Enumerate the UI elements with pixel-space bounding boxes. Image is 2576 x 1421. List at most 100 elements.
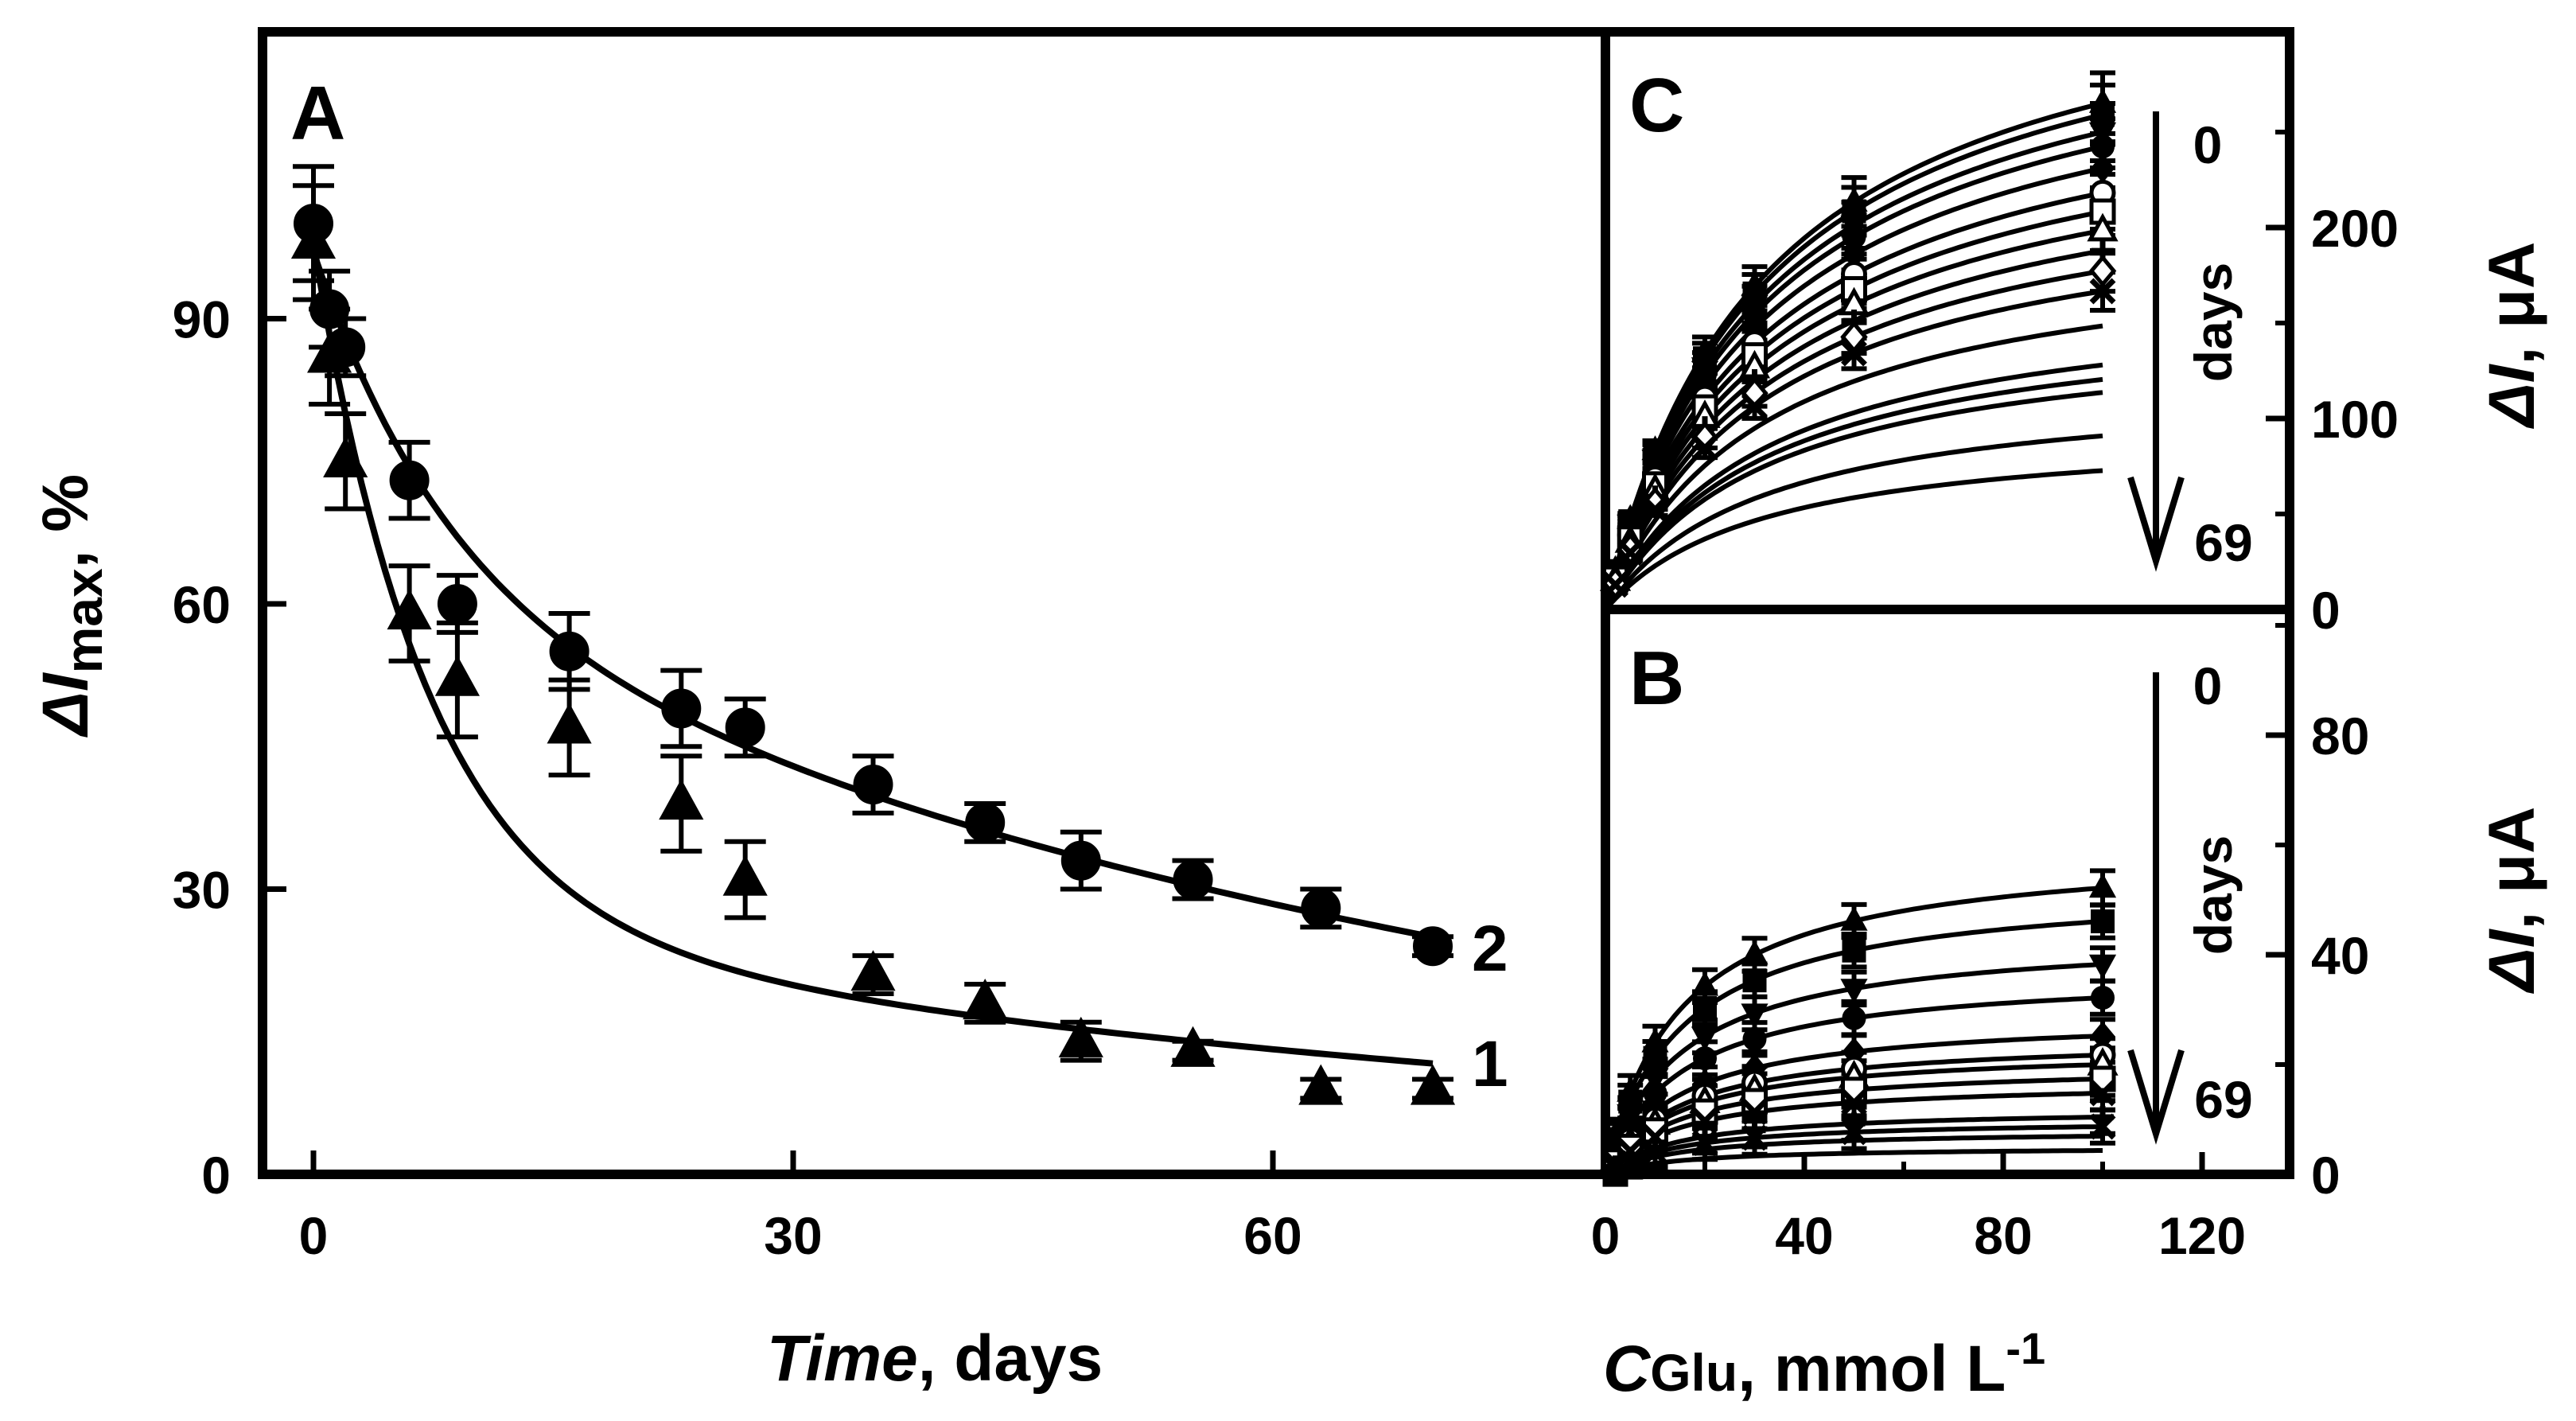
panel-c-point	[2087, 212, 2119, 242]
panel-c-fit-curve	[1603, 362, 2103, 611]
panel-b-y-tick-label: 0	[2311, 1146, 2341, 1205]
panel-b-point	[1691, 1130, 1718, 1157]
panel-a-point-1	[850, 950, 896, 991]
panel-a-point-2	[389, 460, 430, 500]
panel-b-x-tick-label: 40	[1775, 1206, 1833, 1265]
panel-a-point-2	[294, 204, 333, 243]
panel-c-arrow-head	[2127, 476, 2185, 572]
panel-b-point	[1693, 996, 1717, 1021]
panel-a-point-1	[434, 655, 480, 696]
panel-a-point-2	[1413, 926, 1453, 967]
panel-a-point-1	[1170, 1026, 1216, 1067]
panel-b-point	[2088, 873, 2117, 898]
panel-b-point	[1691, 1026, 1719, 1052]
panel-a-point-2	[853, 765, 893, 805]
panel-c-y-tick-label: 0	[2311, 581, 2341, 640]
panel-b-x-tick-label: 120	[2158, 1206, 2246, 1265]
panel-a-y-tick-label: 0	[201, 1146, 231, 1205]
panel-b-x-axis-label: CGlu, mmol L-1	[1603, 1323, 2045, 1405]
panel-c-point	[1602, 571, 1628, 598]
panel-b-point	[1691, 971, 1719, 996]
markers-layer	[290, 88, 2119, 1182]
panel-b-point	[1741, 1124, 1768, 1151]
panel-c-label: C	[1629, 63, 1684, 148]
panel-b-x-tick-label: 80	[1974, 1206, 2032, 1265]
panel-c-fit-curve	[1603, 323, 2103, 611]
panel-a-point-1	[1410, 1064, 1456, 1105]
panel-b-arrow-head	[2127, 1049, 2185, 1145]
panel-c-point	[2089, 278, 2116, 305]
panel-c-arrow-start: 0	[2193, 115, 2223, 174]
panel-b-point	[1617, 1147, 1644, 1174]
panel-b-point	[2091, 986, 2115, 1010]
panel-b-point	[1841, 1119, 1867, 1146]
panel-a-fit-curve-1	[310, 242, 1434, 1067]
panel-c-arrow-days: days	[2184, 263, 2243, 382]
panel-b-point	[1741, 1003, 1769, 1029]
panel-a-point-2	[437, 584, 477, 624]
panel-a-point-1	[963, 979, 1008, 1020]
panel-b-y-tick-label: 80	[2311, 707, 2369, 765]
panel-c-arrow-end: 69	[2194, 513, 2252, 572]
panel-b-point	[2091, 909, 2115, 933]
panel-a-label: A	[290, 71, 345, 156]
panel-a-point-1	[323, 436, 368, 477]
panel-c-point	[1691, 434, 1718, 461]
panel-b-point	[1742, 968, 1767, 993]
panel-a-y-axis-label: ΔImax, %	[29, 474, 113, 738]
panel-c-y-tick-label: 200	[2311, 199, 2399, 258]
panel-c-point	[1617, 539, 1644, 566]
panel-c-point	[2091, 103, 2115, 127]
panel-b-fit-curve	[1605, 1148, 2103, 1177]
panel-b-point	[2089, 1113, 2116, 1140]
panel-b-point	[1643, 1045, 1667, 1070]
panel-b-y-tick-label: 40	[2311, 926, 2369, 985]
panel-c-fit-curve	[1603, 468, 2103, 612]
panel-c-point	[2088, 122, 2117, 147]
panel-a-point-2	[1301, 888, 1341, 929]
panel-a-y-tick-label: 30	[173, 861, 231, 920]
panel-a-fit-curve-2	[310, 251, 1434, 940]
panel-a-point-2	[549, 631, 590, 672]
panel-b-point	[1842, 938, 1866, 963]
panel-a-point-2	[1173, 859, 1213, 900]
panel-a-point-2	[725, 707, 765, 748]
panel-c-y-axis-label: ΔI, μA	[2476, 242, 2548, 430]
panel-a-point-2	[965, 802, 1006, 843]
series-label-1: 1	[1472, 1028, 1508, 1100]
panel-b-label: B	[1629, 636, 1684, 721]
panel-b-arrow-end: 69	[2194, 1070, 2252, 1129]
panel-a-point-1	[659, 779, 704, 820]
panel-b-point	[1741, 940, 1769, 965]
panel-a-x-tick-label: 60	[1243, 1206, 1302, 1265]
panel-b-point	[2088, 954, 2117, 979]
panel-c-point	[1741, 393, 1768, 419]
panel-b-arrow-days: days	[2184, 835, 2243, 955]
panel-b-point	[1602, 1154, 1628, 1182]
panel-c-fit-curve	[1603, 433, 2103, 611]
panel-a-y-tick-label: 60	[173, 575, 231, 634]
panel-b-point	[1840, 905, 1868, 931]
panel-b-frame	[1601, 605, 2294, 1179]
series-label-2: 2	[1472, 913, 1508, 985]
panel-a-point-1	[1058, 1016, 1103, 1057]
panel-b-arrow-start: 0	[2193, 656, 2223, 715]
panel-b-point	[1741, 1099, 1768, 1126]
panel-b-point	[1693, 1046, 1717, 1071]
panel-c-point	[2088, 254, 2117, 288]
panel-c-point	[1642, 496, 1668, 523]
panel-a-point-1	[387, 589, 432, 630]
panel-a-point-1	[547, 703, 592, 744]
panel-b-point	[2089, 1080, 2116, 1107]
panel-a-point-1	[1298, 1064, 1344, 1105]
panel-b-point	[1642, 1139, 1668, 1166]
panel-c-y-tick-label: 100	[2311, 390, 2399, 449]
panel-b-x-tick-label: 0	[1591, 1206, 1621, 1265]
panel-b-y-axis-label: ΔI, μA	[2476, 807, 2548, 995]
panel-a-point-2	[1060, 840, 1101, 881]
panel-b-point	[1841, 1089, 1867, 1116]
panel-b-point	[1840, 979, 1868, 1004]
panel-a-point-1	[722, 855, 768, 896]
